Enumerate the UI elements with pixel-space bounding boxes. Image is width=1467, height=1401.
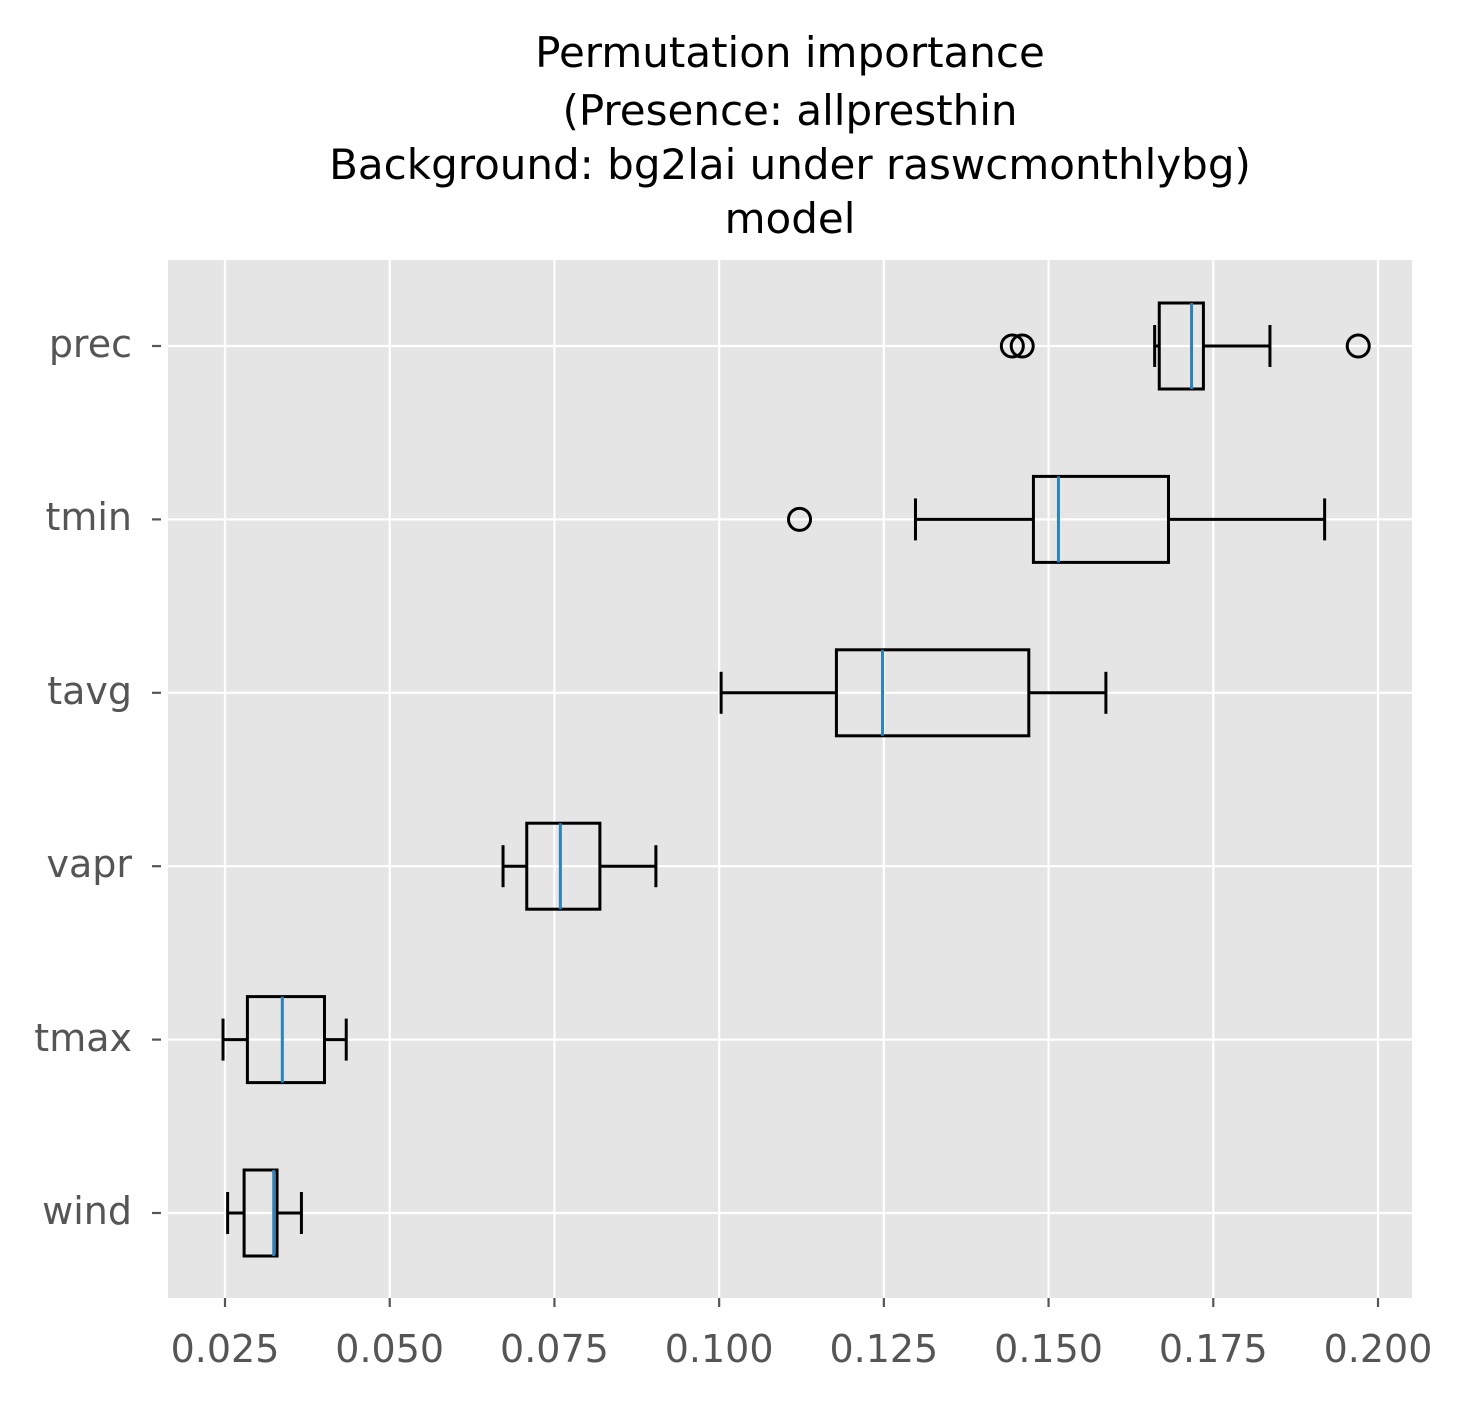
x-tick-label: 0.025 [170,1327,280,1371]
outlier-point [999,333,1025,359]
outlier-point [1009,333,1035,359]
y-tick-label: tmin [45,495,132,540]
iqr-box [525,821,602,911]
y-tick-label: tavg [47,668,132,713]
x-tick-label: 0.075 [500,1327,609,1371]
y-tick-label: tmax [34,1015,132,1060]
title-line: (Presence: allpresthin [562,86,1018,135]
box-tmax [221,995,348,1085]
outlier-point [787,506,813,532]
y-tick-label: prec [48,322,132,366]
iqr-box [1031,474,1170,564]
iqr-box [242,1168,279,1258]
plot-area [168,260,1412,1298]
box-tmin [787,474,1327,564]
iqr-box [245,995,326,1085]
y-tick-label: vapr [46,842,132,887]
iqr-box [834,648,1031,738]
box-tavg [719,648,1108,738]
box-wind [226,1168,303,1258]
title-line: Background: bg2lai under raswcmonthlybg) [329,140,1251,189]
title-line: model [724,194,856,243]
box-prec [999,301,1371,391]
x-tick-label: 0.200 [1323,1327,1433,1371]
tick-marks [152,344,1380,1307]
x-tick-label: 0.050 [335,1327,445,1371]
outlier-point [1345,333,1371,359]
title-line: Permutation importance [535,28,1045,77]
box-vapr [501,821,658,911]
iqr-box [1157,301,1205,391]
x-tick-label: 0.150 [994,1327,1103,1371]
x-tick-label: 0.175 [1158,1327,1268,1371]
boxes [221,301,1371,1258]
y-tick-label: wind [42,1189,132,1233]
x-tick-label: 0.100 [664,1327,774,1371]
x-tick-label: 0.125 [829,1327,939,1371]
